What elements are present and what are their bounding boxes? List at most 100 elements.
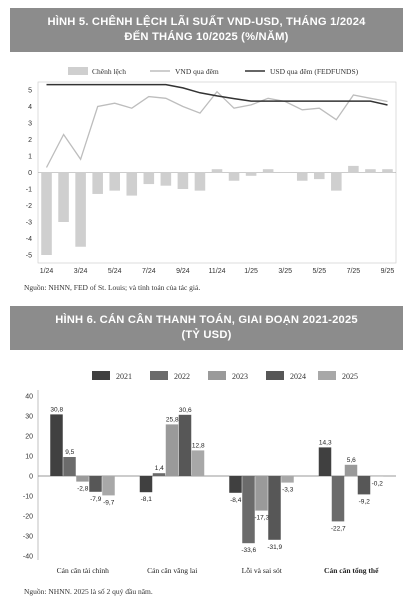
data-label: 12,8 [192, 442, 205, 449]
bar-chenh-lech-8/24 [160, 172, 172, 186]
bar-chenh-lech-1/24 [41, 172, 52, 255]
data-label: -17,3 [254, 515, 269, 522]
y-tick-label: 10 [25, 454, 33, 461]
data-label: -0,2 [372, 480, 384, 487]
bar-2021-3 [318, 447, 332, 476]
data-label: 30,6 [179, 407, 192, 414]
data-label: 25,8 [166, 416, 179, 423]
legend-swatch-2024 [266, 371, 284, 380]
x-tick-label: 5/24 [108, 268, 122, 275]
data-label: 14,3 [319, 439, 332, 446]
bar-chenh-lech-2/24 [58, 172, 69, 222]
category-label: Cán cân tổng thể [324, 566, 379, 575]
y-tick-label: 0 [28, 170, 32, 177]
bar-2023-0 [76, 476, 89, 482]
bar-chenh-lech-6/24 [126, 172, 138, 196]
bar-chenh-lech-8/25 [365, 169, 376, 173]
y-tick-label: 2 [28, 137, 32, 144]
x-tick-label: 9/25 [381, 268, 395, 275]
legend-label-2025: 2025 [342, 372, 358, 381]
y-tick-label: -20 [23, 514, 33, 521]
y-tick-label: -1 [26, 187, 32, 194]
legend-label-2023: 2023 [232, 372, 248, 381]
legend-label: VND qua đêm [175, 67, 219, 76]
bar-chenh-lech-7/24 [143, 172, 155, 185]
balance-of-payments-chart: 2021 2022 2023 2024 2025 40 30 20 10 0 -10 -20 -30 -4… [23, 371, 396, 575]
category-label: Lỗi và sai sót [242, 566, 283, 575]
bar-2023-3 [344, 464, 358, 476]
bar-chenh-lech-7/25 [348, 165, 359, 173]
x-tick-label: 9/24 [176, 268, 190, 275]
bar-2024-2 [268, 476, 281, 540]
bar-2025-0 [102, 476, 115, 496]
bar-chenh-lech-9/24 [177, 172, 189, 189]
bar-chenh-lech-4/24 [92, 172, 103, 194]
data-label: 30,8 [50, 406, 63, 413]
data-label: 1,4 [155, 465, 164, 472]
data-label: -9,7 [103, 499, 115, 506]
figure6-source: Nguồn: NHNN. 2025 là số 2 quý đầu năm. [24, 587, 153, 596]
bar-2025-1 [191, 450, 205, 476]
x-tick-label: 3/24 [74, 268, 88, 275]
line-usd-fedfunds [46, 83, 388, 106]
y-tick-label: -2 [26, 203, 32, 210]
x-tick-label: 7/25 [347, 268, 361, 275]
figure5-source: Nguồn: NHNN, FED of St. Louis; và tính t… [24, 283, 201, 292]
legend-swatch-2023 [208, 371, 226, 380]
interest-rate-chart: Chênh lệch VND qua đêm USD qua đêm (FEDFUN… [26, 67, 397, 275]
data-label: -33,6 [241, 547, 256, 554]
legend-label-2021: 2021 [116, 372, 132, 381]
x-tick-label: 3/25 [278, 268, 292, 275]
figure6-title-line2: (TỶ USD) [181, 329, 232, 341]
y-tick-label: 0 [29, 474, 33, 481]
legend-label: USD qua đêm (FEDFUNDS) [270, 67, 359, 76]
legend-swatch-2022 [150, 371, 168, 380]
y-tick-label: 1 [28, 154, 32, 161]
y-tick-label: 20 [25, 434, 33, 441]
figure5-title-line2: ĐẾN THÁNG 10/2025 (%/NĂM) [124, 31, 289, 43]
y-tick-label: -40 [23, 554, 33, 561]
legend-label-2024: 2024 [290, 372, 306, 381]
bar-chenh-lech-1/25 [245, 172, 257, 176]
bar-2023-2 [255, 476, 268, 511]
bar-chenh-lech-5/24 [109, 172, 120, 191]
y-tick-label: -30 [23, 534, 33, 541]
data-label: -31,9 [267, 544, 282, 551]
bar-2021-2 [229, 476, 242, 493]
bar-2022-0 [63, 457, 76, 476]
data-label: -9,2 [359, 498, 371, 505]
bar-chenh-lech-12/24 [228, 172, 240, 181]
data-label: -3,3 [282, 487, 294, 494]
y-tick-label: -3 [26, 220, 32, 227]
bar-chenh-lech-6/25 [331, 172, 342, 191]
y-tick-label: 30 [25, 414, 33, 421]
legend-label: Chênh lệch [92, 67, 126, 76]
data-label: -7,9 [90, 496, 102, 503]
y-tick-label: -5 [26, 253, 32, 260]
bar-2022-3 [331, 476, 345, 522]
y-tick-label: 5 [28, 88, 32, 95]
bar-2022-2 [242, 476, 255, 544]
x-tick-label: 7/24 [142, 268, 156, 275]
legend-label-2022: 2022 [174, 372, 190, 381]
data-label: 5,6 [347, 457, 356, 464]
line-vnd-qua-dem [45, 90, 388, 168]
y-tick-label: -10 [23, 494, 33, 501]
data-label: -22,7 [331, 525, 346, 532]
category-label: Cán cân vãng lai [147, 566, 197, 575]
bar-chenh-lech-9/25 [382, 169, 393, 173]
bar-chenh-lech-10/24 [194, 172, 206, 191]
y-tick-label: 3 [28, 121, 32, 128]
bar-2021-1 [139, 476, 153, 493]
bar-chenh-lech-11/24 [211, 169, 223, 173]
data-label: -8,4 [230, 497, 242, 504]
bar-chenh-lech-3/24 [75, 172, 86, 247]
x-tick-label: 1/24 [40, 268, 54, 275]
x-tick-label: 5/25 [312, 268, 326, 275]
figure6-title-line1: HÌNH 6. CÁN CÂN THANH TOÁN, GIAI ĐOẠN 20… [55, 314, 358, 326]
legend-swatch-chenh-lech [68, 67, 88, 75]
figure5-header: HÌNH 5. CHÊNH LỆCH LÃI SUẤT VND-USD, THÁ… [10, 8, 403, 52]
bar-chenh-lech-2/25 [262, 169, 274, 173]
bar-chenh-lech-4/25 [296, 172, 308, 181]
bar-2021-0 [50, 414, 63, 476]
